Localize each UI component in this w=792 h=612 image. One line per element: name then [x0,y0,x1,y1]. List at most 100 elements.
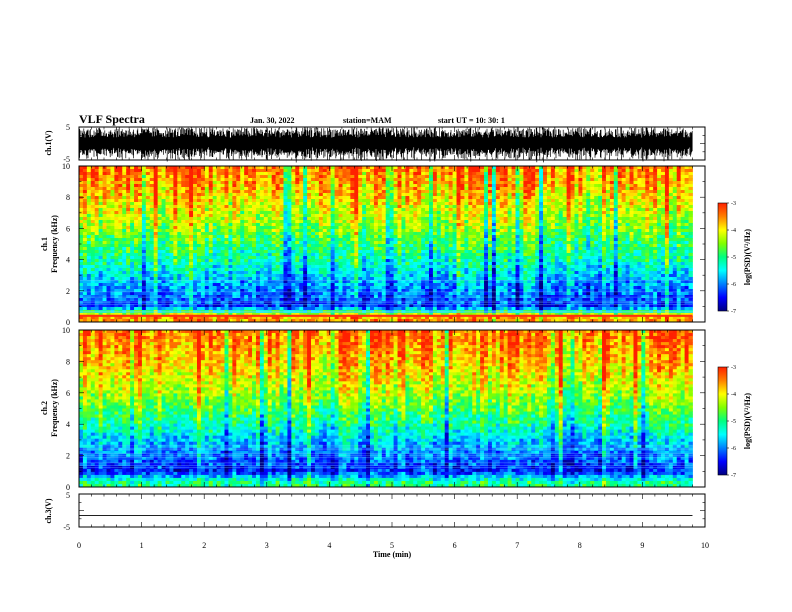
spectrogram-cell [389,199,394,203]
spectrogram-cell [429,319,434,323]
spectrogram-cell [311,307,316,311]
spectrogram-cell [314,289,320,293]
spectrogram-cell [409,229,414,233]
spectrogram-cell [334,292,339,296]
spectrogram-cell [444,238,450,242]
spectrogram-cell [79,301,84,305]
spectrogram-cell [413,301,418,305]
spectrogram-cell [432,169,438,173]
spectrogram-cell [118,268,123,272]
spectrogram-cell [193,259,198,263]
spectrogram-cell [326,268,332,272]
spectrogram-cell [259,265,265,269]
spectrogram-cell [161,274,166,278]
spectrogram-cell [318,247,324,251]
spectrogram-cell [240,307,245,311]
spectrogram-cell [228,232,233,236]
spectrogram-cell [354,238,359,242]
spectrogram-cell [181,178,186,182]
spectrogram-cell [421,253,426,257]
spectrogram-cell [417,295,422,299]
spectrogram-cell [118,217,123,221]
spectrogram-cell [181,166,186,170]
spectrogram-cell [157,184,162,188]
spectrogram-cell [79,244,84,248]
spectrogram-cell [283,280,288,284]
spectrogram-cell [208,226,214,230]
spectrogram-cell [82,178,88,182]
spectrogram-cell [208,193,214,197]
spectrogram-cell [338,175,343,179]
spectrogram-cell [397,184,402,188]
spectrogram-cell [244,250,249,254]
spectrogram-cell [165,259,170,263]
spectrogram-cell [295,166,300,170]
spectrogram-cell [421,193,426,197]
spectrogram-cell [118,289,123,293]
spectrogram-cell [106,211,111,215]
spectrogram-cell [440,244,446,248]
spectrogram-cell [141,193,147,197]
spectrogram-cell [102,193,107,197]
spectrogram-cell [377,253,383,257]
spectrogram-cell [118,292,123,296]
spectrogram-cell [141,307,147,311]
spectrogram-cell [236,295,241,299]
spectrogram-cell [303,169,308,173]
spectrogram-cell [432,250,438,254]
spectrogram-cell [263,289,269,293]
spectrogram-cell [86,250,92,254]
spectrogram-cell [263,286,269,290]
spectrogram-cell [134,169,139,173]
spectrogram-cell [436,247,442,251]
spectrogram-cell [354,211,359,215]
spectrogram-cell [283,295,288,299]
spectrogram-cell [130,220,135,224]
spectrogram-cell [212,169,218,173]
spectrogram-cell [279,268,284,272]
spectrogram-cell [322,238,328,242]
spectrogram-cell [362,262,367,266]
spectrogram-cell [255,250,261,254]
spectrogram-cell [177,187,182,191]
spectrogram-cell [389,304,394,308]
ch1-ytick-label: -5 [63,155,70,164]
spectrogram-cell [401,193,406,197]
spectrogram-cell [196,190,202,194]
spectrogram-cell [366,265,371,269]
spectrogram-cell [413,172,418,176]
spectrogram-cell [370,241,375,245]
spectrogram-cell [303,181,308,185]
spectrogram-cell [193,316,198,320]
spectrogram-cell [362,316,367,320]
spectrogram-cell [137,226,143,230]
spectrogram-cell [377,265,383,269]
spectrogram-cell [397,274,402,278]
spectrogram-cell [429,316,434,320]
spectrogram-cell [165,235,170,239]
spectrogram-cell [362,307,367,311]
spectrogram-cell [236,307,241,311]
spectrogram-cell [82,256,88,260]
spectrogram-cell [181,298,186,302]
spectrogram-cell [177,316,182,320]
spectrogram-cell [86,208,92,212]
spectrogram-cell [200,286,206,290]
spectrogram-cell [177,298,182,302]
spectrogram-cell [189,247,194,251]
spectrogram-cell [224,199,229,203]
spectrogram-cell [271,217,277,221]
spectrogram-cell [401,229,406,233]
spectrogram-cell [102,256,107,260]
spectrogram-cell [86,205,92,209]
spectrogram-cell [366,220,371,224]
spectrogram-cell [193,208,198,212]
spectrogram-cell [334,229,339,233]
spectrogram-cell [279,301,284,305]
spectrogram-cell [240,316,245,320]
spectrogram-cell [79,172,84,176]
spectrogram-cell [126,280,131,284]
spectrogram-cell [326,229,332,233]
spectrogram-cell [275,232,280,236]
spectrogram-cell [311,229,316,233]
